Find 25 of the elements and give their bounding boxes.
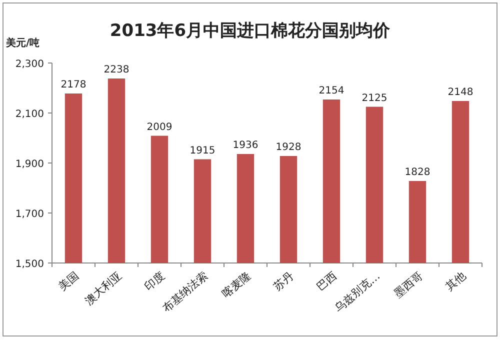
y-tick-label: 1,700 — [15, 209, 44, 220]
data-label: 2238 — [104, 64, 130, 76]
data-label: 2178 — [60, 80, 86, 90]
y-tick-label: 1,500 — [15, 259, 44, 270]
x-tick-label: 巴西 — [314, 269, 340, 294]
data-label: 2125 — [362, 92, 388, 104]
data-label: 2009 — [146, 122, 172, 133]
x-tick-label: 澳大利亚 — [82, 269, 124, 308]
x-tick-label: 美国 — [56, 269, 82, 294]
data-label: 2154 — [318, 86, 344, 96]
x-tick-label: 其他 — [443, 269, 468, 294]
data-label: 1928 — [276, 142, 302, 153]
data-label: 1828 — [404, 167, 430, 178]
x-tick-label: 印度 — [142, 269, 168, 294]
data-label: 2148 — [448, 87, 474, 98]
x-tick-label: 喀麦隆 — [220, 269, 254, 301]
y-tick-label: 1,900 — [15, 159, 44, 170]
y-axis-title: 美元/吨 — [5, 37, 40, 49]
y-tick-label: 2,100 — [15, 109, 44, 120]
data-label: 1915 — [190, 145, 216, 156]
chart-title: 2013年6月中国进口棉花分国别均价 — [110, 21, 392, 41]
x-tick-label: 墨西哥 — [392, 269, 426, 301]
x-tick-label: 苏丹 — [271, 269, 296, 294]
y-tick-label: 2,300 — [15, 59, 44, 70]
data-label: 1936 — [232, 140, 258, 151]
